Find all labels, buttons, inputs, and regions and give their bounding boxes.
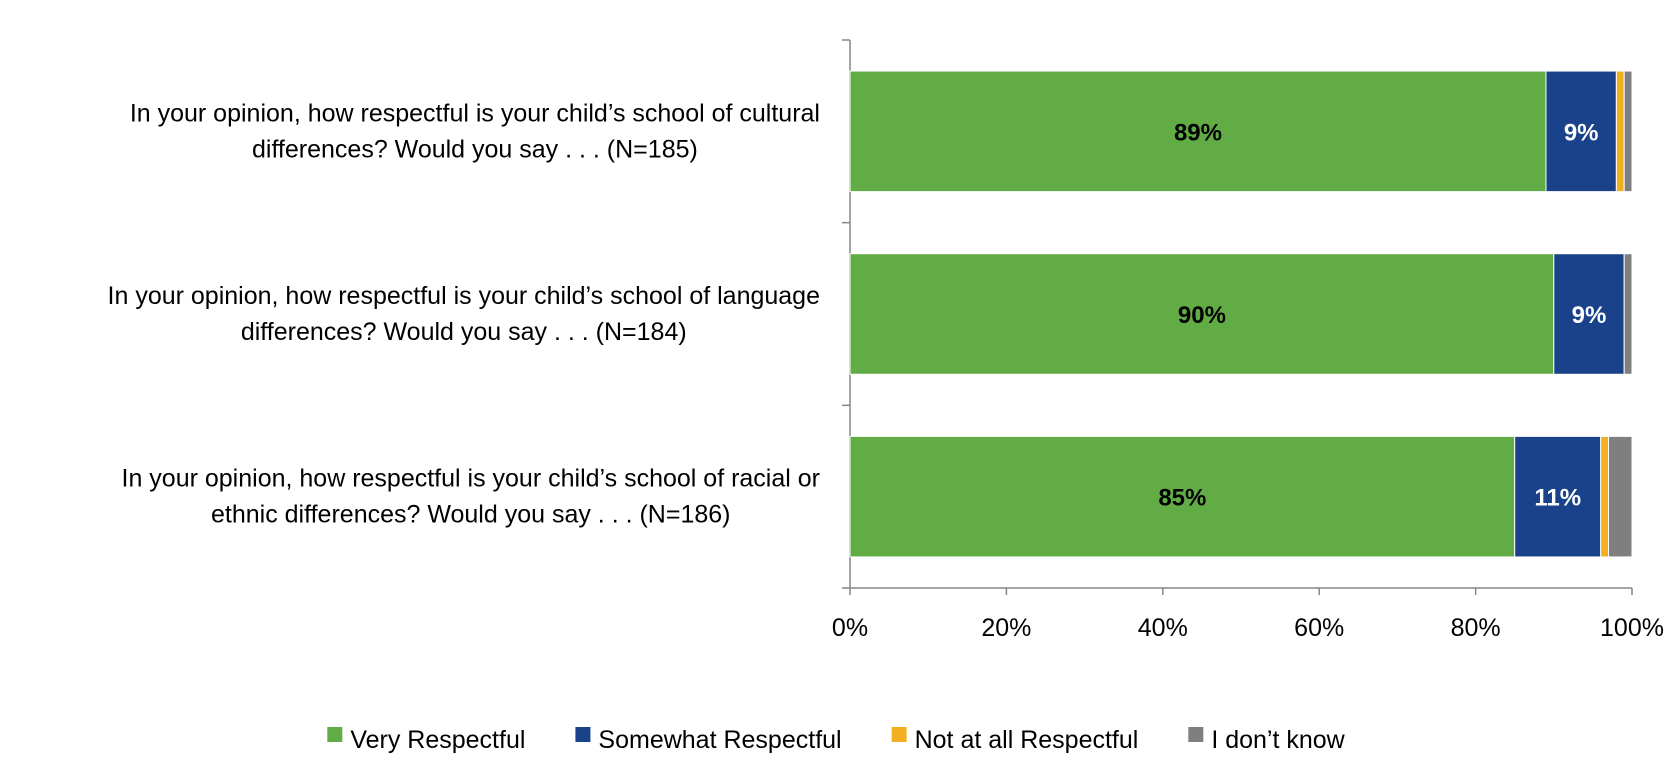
data-label: 89%: [1174, 119, 1222, 146]
bar-segment: [1600, 435, 1610, 558]
data-label: 11%: [1534, 485, 1581, 512]
bar-segment: [1545, 70, 1617, 193]
data-label: 9%: [1564, 119, 1599, 146]
legend-label: Very Respectful: [350, 726, 525, 754]
x-tick-label: 20%: [981, 614, 1031, 642]
x-tick-label: 0%: [832, 614, 868, 642]
data-labels: 89% 9% 90% 9% 85% 11%: [1158, 119, 1606, 511]
category-label: differences? Would you say . . . (N=185): [252, 135, 698, 163]
bar-segment: [849, 70, 1547, 193]
data-label: 9%: [1572, 302, 1607, 329]
bar-segment: [1623, 253, 1633, 375]
legend-swatch: [575, 727, 591, 742]
x-axis-tick-labels: 0% 20% 40% 60% 80% 100%: [832, 614, 1664, 642]
bar-segment: [1553, 253, 1625, 375]
legend-item: Very Respectful: [327, 726, 525, 754]
data-label: 90%: [1178, 302, 1226, 329]
bar-segment: [1608, 435, 1633, 558]
legend-label: Not at all Respectful: [915, 726, 1139, 754]
data-label: 85%: [1158, 485, 1206, 512]
legend-item: Not at all Respectful: [891, 726, 1139, 754]
category-label: In your opinion, how respectful is your …: [122, 465, 821, 493]
x-tick-label: 80%: [1451, 614, 1501, 642]
x-tick-label: 40%: [1138, 614, 1188, 642]
category-label: ethnic differences? Would you say . . . …: [211, 501, 731, 529]
x-tick-label: 60%: [1294, 614, 1344, 642]
bar-series: [849, 70, 1633, 558]
legend-swatch: [891, 727, 907, 742]
category-label: differences? Would you say . . . (N=184): [241, 318, 687, 346]
category-label: In your opinion, how respectful is your …: [108, 282, 820, 310]
bar-segment: [849, 253, 1555, 375]
legend-swatch: [327, 727, 343, 742]
legend-label: Somewhat Respectful: [598, 726, 841, 754]
legend-label: I don’t know: [1211, 726, 1345, 754]
bar-segment: [1623, 70, 1633, 193]
legend-item: Somewhat Respectful: [575, 726, 842, 754]
legend-swatch: [1188, 727, 1204, 742]
category-labels: In your opinion, how respectful is your …: [108, 99, 820, 528]
category-label: In your opinion, how respectful is your …: [130, 99, 820, 127]
bar-segment: [849, 435, 1516, 558]
bar-segment: [1615, 70, 1625, 193]
bar-segment: [1514, 435, 1602, 558]
legend-item: I don’t know: [1188, 726, 1346, 754]
x-tick-label: 100%: [1600, 614, 1664, 642]
legend: Very Respectful Somewhat Respectful Not at…: [327, 726, 1346, 754]
